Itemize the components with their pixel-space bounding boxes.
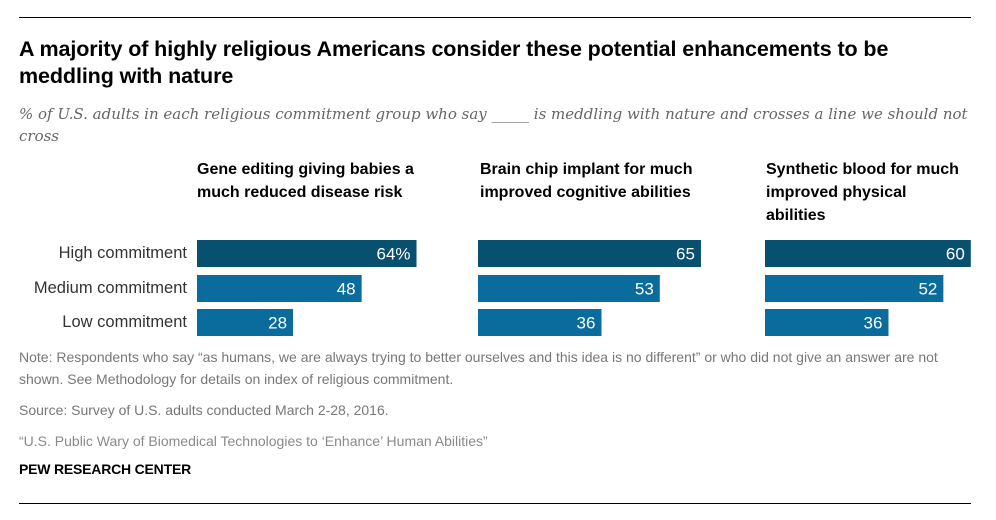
source: Source: Survey of U.S. adults conducted …: [19, 402, 389, 418]
bar-value-label-panel1-medium: 48: [337, 280, 356, 299]
chart-title: A majority of highly religious Americans…: [19, 37, 889, 88]
bar-panel1-low: [197, 309, 294, 336]
panel-title-brain-chip: Brain chip implant for much improved cog…: [480, 161, 693, 201]
bar-value-label-panel3-high: 60: [946, 245, 965, 264]
row-label-medium: Medium commitment: [33, 279, 187, 297]
row-label-high: High commitment: [58, 244, 187, 262]
bar-panel3-high: [765, 240, 971, 267]
bar-value-label-panel2-high: 65: [676, 245, 695, 264]
panel-title-synthetic-blood: Synthetic blood for much improved physic…: [766, 161, 959, 224]
bar-value-label-panel2-medium: 53: [635, 280, 654, 299]
bar-value-label-panel1-high: 64%: [376, 245, 410, 264]
row-label-low: Low commitment: [62, 313, 187, 331]
bar-panel2-high: [478, 240, 701, 267]
bar-panel3-low: [765, 309, 889, 336]
bar-value-label-panel1-low: 28: [268, 314, 287, 333]
brand-logo-text: PEW RESEARCH CENTER: [19, 461, 191, 477]
bar-panel2-low: [478, 309, 602, 336]
bar-value-label-panel2-low: 36: [577, 314, 596, 333]
top-rule: [19, 17, 971, 18]
bar-panel2-medium: [478, 275, 660, 302]
report-title: “U.S. Public Wary of Biomedical Technolo…: [19, 433, 488, 449]
chart-subtitle: % of U.S. adults in each religious commi…: [19, 105, 968, 145]
bar-panel1-medium: [197, 275, 362, 302]
bar-value-label-panel3-low: 36: [864, 314, 883, 333]
note: Note: Respondents who say “as humans, we…: [19, 349, 938, 387]
panel-title-gene-editing: Gene editing giving babies a much reduce…: [197, 161, 414, 201]
bar-panel1-high: [197, 240, 417, 267]
bottom-rule: [19, 503, 971, 504]
bar-panel3-medium: [765, 275, 944, 302]
bar-value-label-panel3-medium: 52: [918, 280, 937, 299]
